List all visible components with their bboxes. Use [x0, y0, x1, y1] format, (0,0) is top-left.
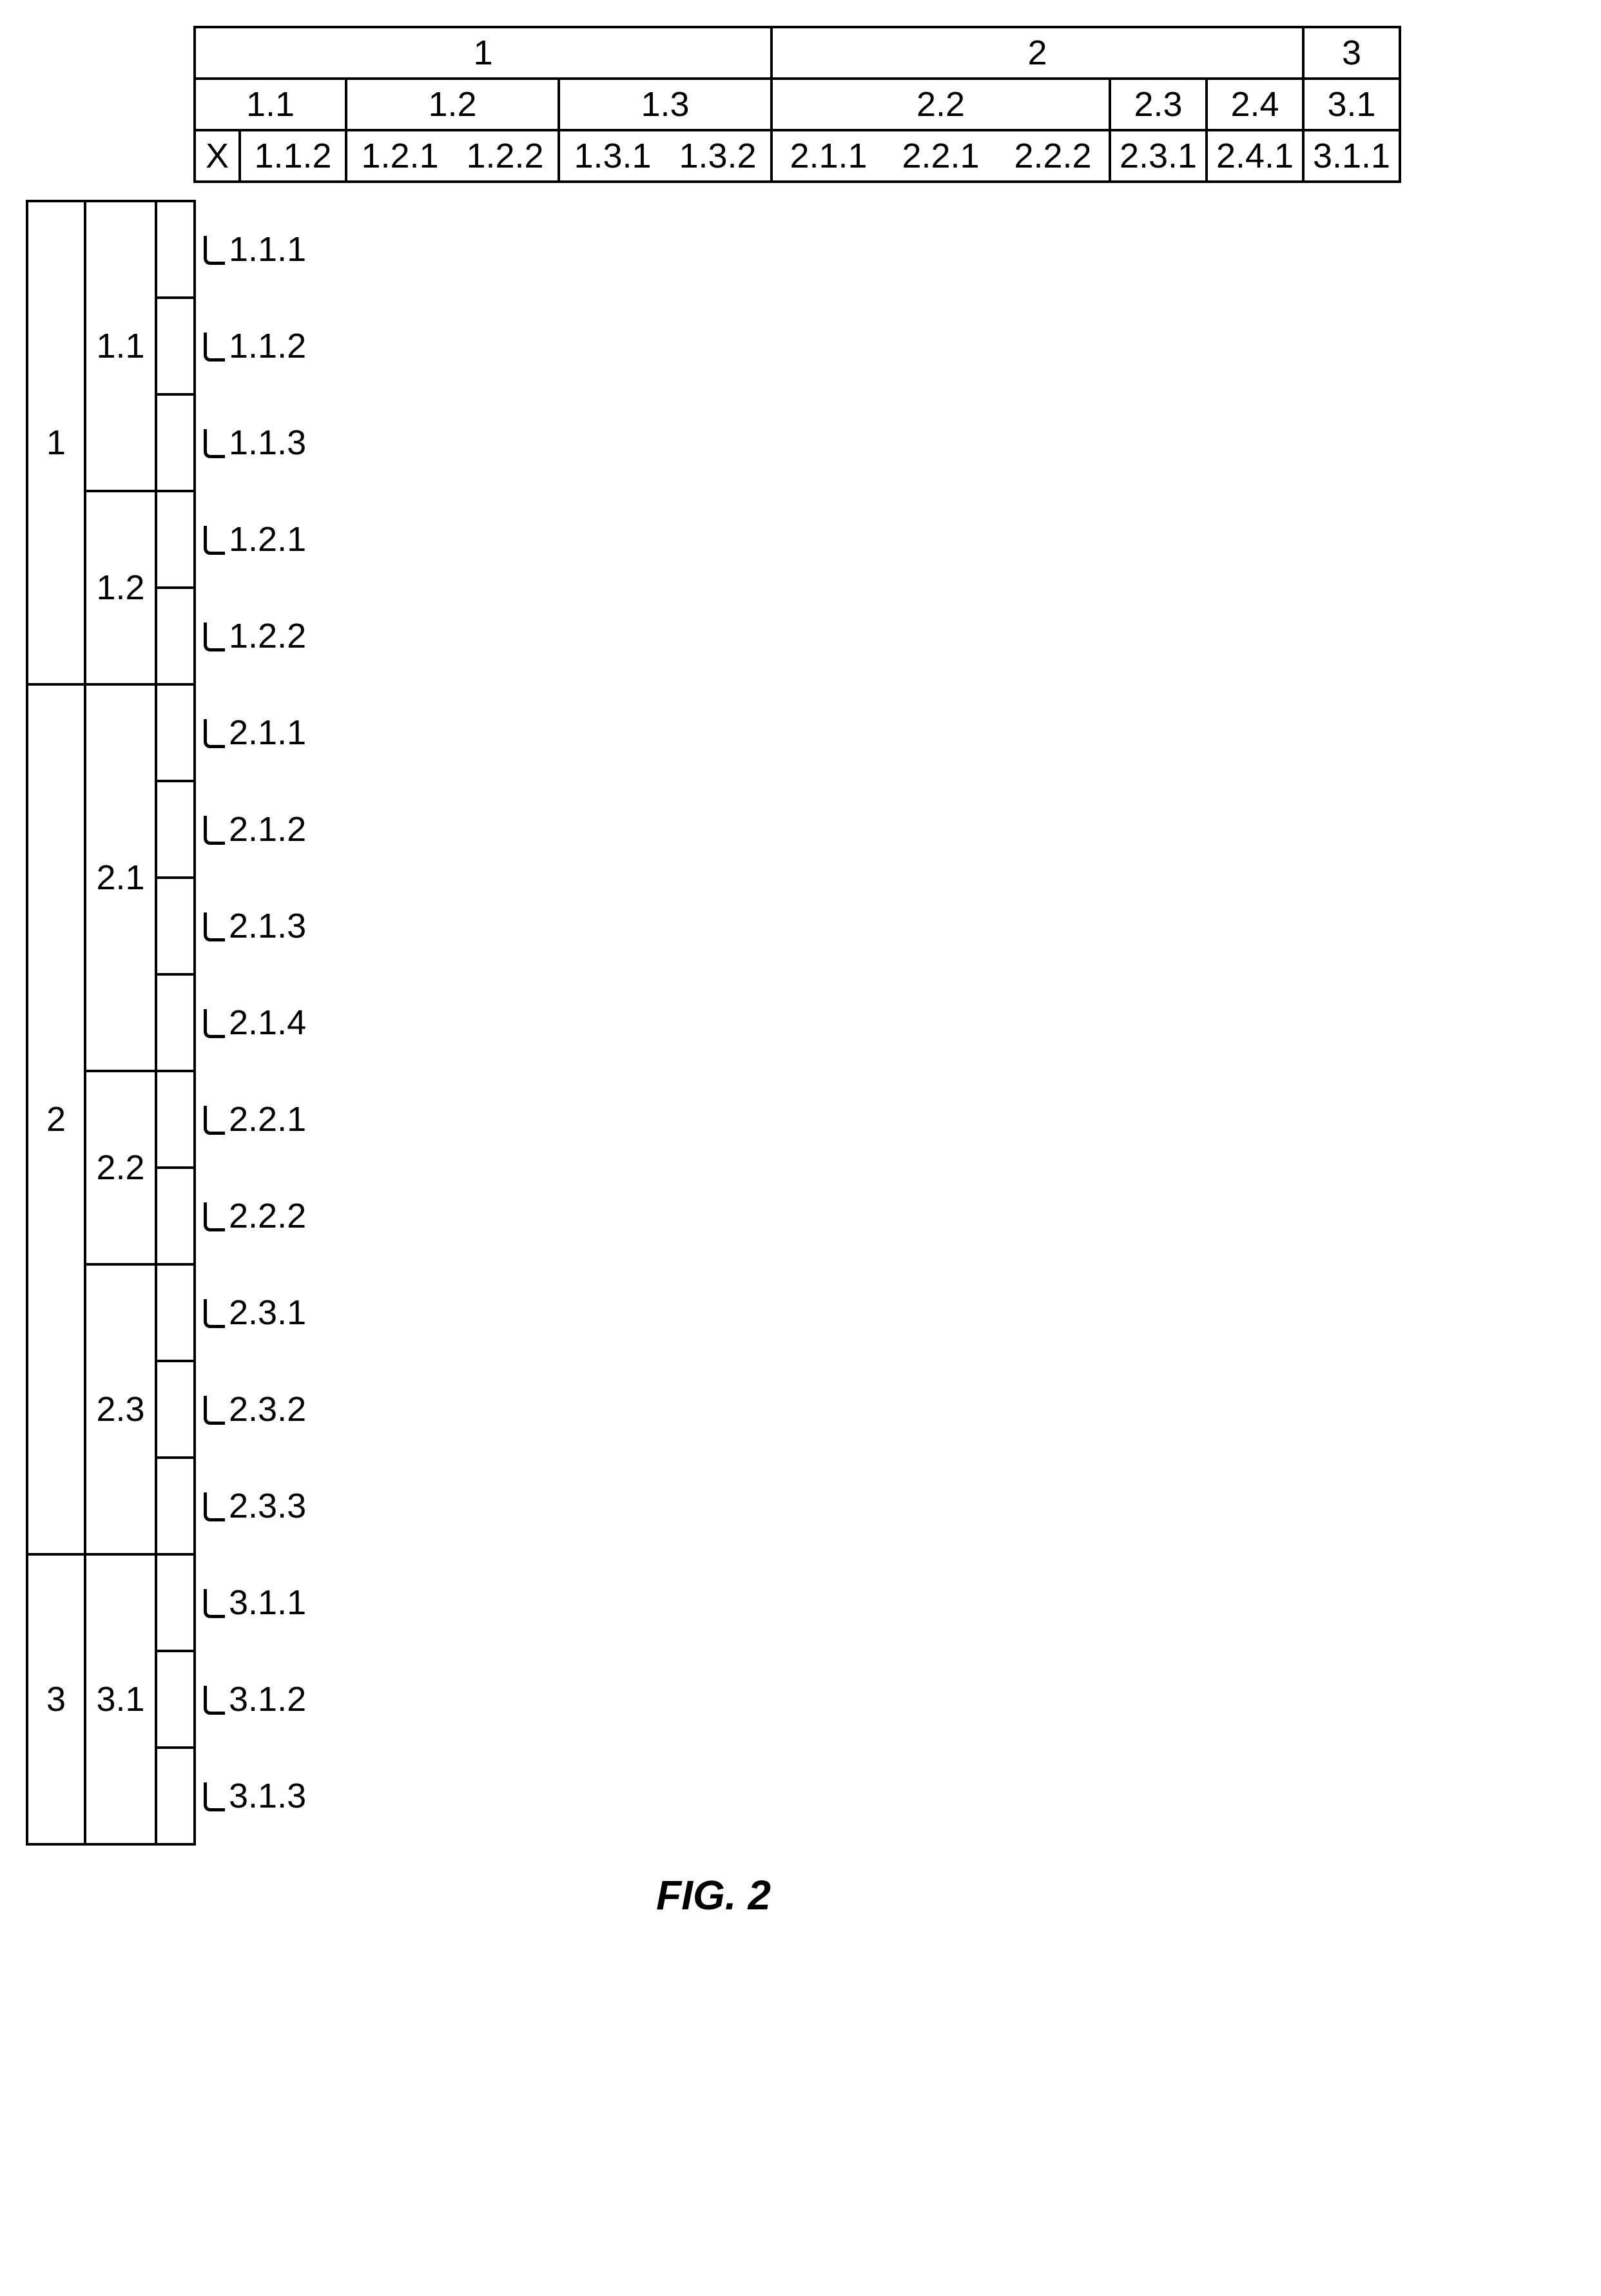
col-l3-5: 1.3.2: [665, 130, 771, 182]
row-l2-2-3: 2.3: [85, 1264, 156, 1554]
row-leaf-label: 2.1.2: [229, 810, 306, 849]
row-leaf-label: 1.1.1: [229, 230, 306, 269]
col-l1-1: 2: [771, 27, 1303, 79]
col-l3-6: 2.1.1: [771, 130, 884, 182]
figure-caption: FIG. 2: [26, 1871, 1401, 1919]
row-2-2-1: 2.2 2.2.1: [27, 1071, 1400, 1168]
col-l1-0: 1: [195, 27, 771, 79]
row-2-1-2: 2.1.2: [27, 781, 1400, 878]
row-3-1-3: 3.1.3: [27, 1748, 1400, 1844]
col-l1-2: 3: [1303, 27, 1400, 79]
row-leaf-label: 2.3.2: [229, 1390, 306, 1429]
hook-icon: [204, 236, 225, 265]
row-l2-3-1: 3.1: [85, 1554, 156, 1844]
col-l3-2: 1.2.1: [346, 130, 452, 182]
row-leaf-label: 3.1.3: [229, 1777, 306, 1815]
row-2-1-4: 2.1.4: [27, 974, 1400, 1071]
row-l1-1: 1: [27, 201, 85, 684]
row-2-3-1: 2.3 2.3.1: [27, 1264, 1400, 1361]
row-leaf-label: 2.1.1: [229, 713, 306, 752]
row-2-3-2: 2.3.2: [27, 1361, 1400, 1458]
row-leaf-label: 2.2.2: [229, 1197, 306, 1235]
col-header-level2-row: 1.1 1.2 1.3 2.2 2.3 2.4 3.1: [27, 79, 1400, 130]
col-l3-3: 1.2.2: [452, 130, 559, 182]
row-l2-2-1: 2.1: [85, 684, 156, 1071]
row-2-3-3: 2.3.3: [27, 1458, 1400, 1554]
matrix-table: 1 2 3 1.1 1.2 1.3 2.2 2.3 2.4 3.1 X 1.1.…: [26, 26, 1401, 1846]
col-l3-4: 1.3.1: [559, 130, 665, 182]
row-1-1-3: 1.1.3: [27, 394, 1400, 491]
col-l2-0: 1.1: [195, 79, 346, 130]
row-3-1-2: 3.1.2: [27, 1651, 1400, 1748]
row-leaf-label: 3.1.1: [229, 1583, 306, 1622]
row-leaf-label: 2.3.3: [229, 1487, 306, 1525]
col-l2-1: 1.2: [346, 79, 559, 130]
col-l2-6: 3.1: [1303, 79, 1400, 130]
col-l3-8: 2.2.2: [997, 130, 1110, 182]
row-leaf-label: 1.1.2: [229, 327, 306, 365]
col-l3-7: 2.2.1: [884, 130, 997, 182]
col-l3-11: 3.1.1: [1303, 130, 1400, 182]
col-l3-9: 2.3.1: [1110, 130, 1207, 182]
row-l3-tick: [156, 201, 195, 298]
row-leaf-label: 1.2.1: [229, 520, 306, 559]
row-2-2-2: 2.2.2: [27, 1168, 1400, 1264]
row-l2-1-1: 1.1: [85, 201, 156, 491]
row-l2-2-2: 2.2: [85, 1071, 156, 1264]
row-leaf: 1.1.1: [195, 201, 1400, 298]
row-leaf-label: 3.1.2: [229, 1680, 306, 1719]
col-l3-10: 2.4.1: [1207, 130, 1303, 182]
row-1-1-1: 1 1.1 1.1.1: [27, 201, 1400, 298]
figure-container: 1 2 3 1.1 1.2 1.3 2.2 2.3 2.4 3.1 X 1.1.…: [26, 26, 1401, 1919]
row-leaf-label: 1.2.2: [229, 617, 306, 655]
row-2-1-3: 2.1.3: [27, 878, 1400, 974]
col-l3-0: X: [195, 130, 240, 182]
row-3-1-1: 3 3.1 3.1.1: [27, 1554, 1400, 1651]
row-l1-2: 2: [27, 684, 85, 1554]
row-1-2-2: 1.2.2: [27, 588, 1400, 684]
col-l2-3: 2.2: [771, 79, 1110, 130]
col-l3-1: 1.1.2: [240, 130, 346, 182]
row-l2-1-2: 1.2: [85, 491, 156, 684]
col-l2-4: 2.3: [1110, 79, 1207, 130]
col-l2-5: 2.4: [1207, 79, 1303, 130]
row-leaf-label: 1.1.3: [229, 423, 306, 462]
col-l2-2: 1.3: [559, 79, 771, 130]
row-1-2-1: 1.2 1.2.1: [27, 491, 1400, 588]
row-leaf-label: 2.3.1: [229, 1293, 306, 1332]
row-leaf-label: 2.1.4: [229, 1003, 306, 1042]
row-2-1-1: 2 2.1 2.1.1: [27, 684, 1400, 781]
row-leaf-label: 2.2.1: [229, 1100, 306, 1139]
spacer-row: [27, 182, 1400, 201]
col-header-level1-row: 1 2 3: [27, 27, 1400, 79]
row-l1-3: 3: [27, 1554, 85, 1844]
col-header-level3-row: X 1.1.2 1.2.1 1.2.2 1.3.1 1.3.2 2.1.1 2.…: [27, 130, 1400, 182]
row-1-1-2: 1.1.2: [27, 298, 1400, 394]
row-leaf-label: 2.1.3: [229, 907, 306, 945]
